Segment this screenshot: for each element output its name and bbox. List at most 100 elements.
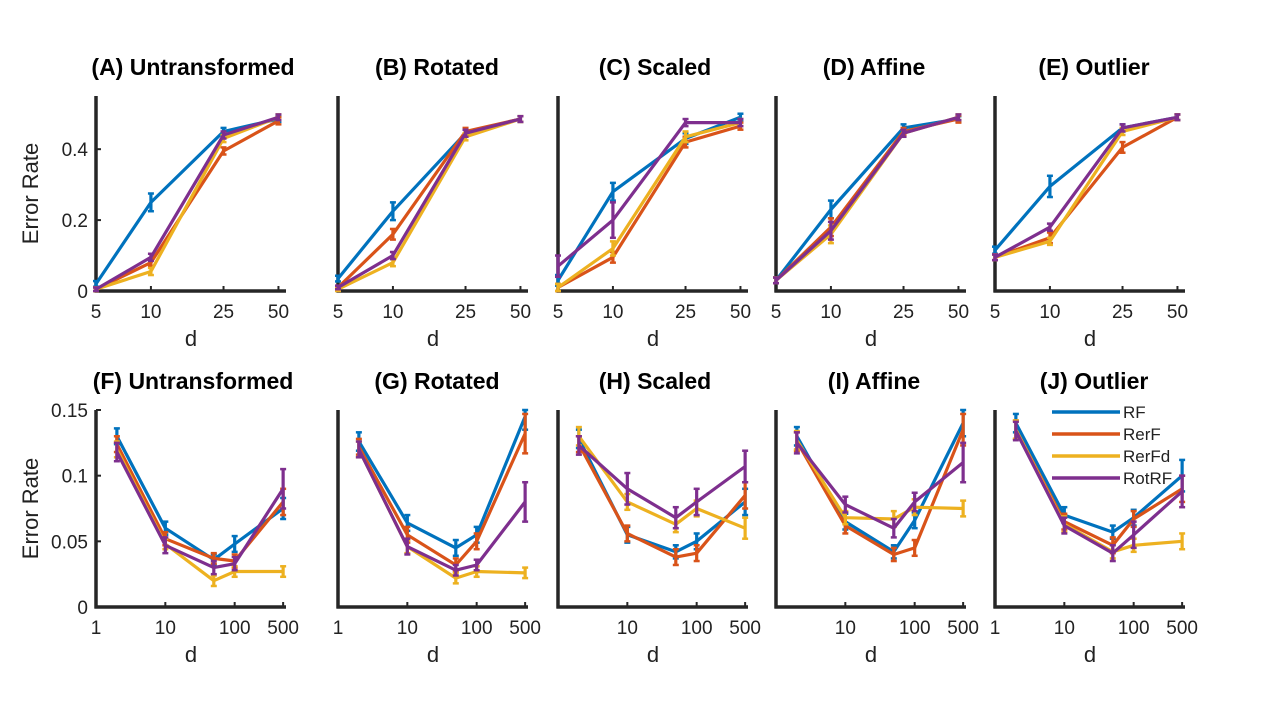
x-axis-label: d [647,642,659,667]
x-tick-label: 100 [1118,618,1150,639]
series-line-rerf [336,117,521,289]
series-line-rotrf [994,115,1178,259]
x-axis-label: d [647,326,659,351]
x-axis-label: d [185,326,197,351]
series-line-rf [94,117,279,285]
panel-title: (D) Affine [823,54,926,80]
x-axis-label: d [427,642,439,667]
series-line-rerf [795,429,965,557]
x-tick-label: 5 [91,302,102,323]
panel-d-affine: (D) Affine 5 10 25 50 d [771,54,969,351]
x-tick-label: 500 [509,618,541,639]
panel-title: (E) Outlier [1038,54,1149,80]
y-tick-label: 0 [77,598,88,619]
x-tick-label: 10 [602,302,623,323]
series-line-rotrf [774,115,959,282]
y-axis-label: Error Rate [18,458,43,559]
series-rotrf [992,113,1181,262]
series-line-rerfd [795,439,964,521]
series-line-rf [577,438,747,554]
series-rotrf [575,435,749,530]
x-tick-label: 25 [893,302,914,323]
x-tick-label: 100 [899,618,931,639]
series-rf [93,114,282,288]
series-line-rotrf [95,115,279,291]
series-line-rerfd [95,115,279,291]
y-tick-label: 0.15 [51,401,88,422]
panel-title: (F) Untransformed [93,368,294,394]
series-line-rf [357,415,527,550]
x-tick-label: 500 [267,618,299,639]
x-axis-label: d [427,326,439,351]
panel-title: (H) Scaled [599,368,711,394]
series-rerfd [992,113,1181,262]
series-line-rerf [994,115,1179,259]
x-tick-label: 25 [1112,302,1133,323]
series-line-rotrf [357,448,527,572]
series-rotrf [335,114,524,291]
x-tick-label: 25 [675,302,696,323]
series-line-rotrf [577,444,747,520]
y-tick-label: 0 [77,282,88,303]
x-tick-label: 100 [681,618,713,639]
x-tick-label: 100 [219,618,251,639]
panel-title: (G) Rotated [374,368,499,394]
x-tick-label: 10 [382,302,403,323]
series-line-rerfd [557,121,741,289]
series-rf [575,428,749,560]
y-tick-label: 0.2 [62,211,88,232]
x-axis-label: d [865,326,877,351]
x-axis-label: d [1084,642,1096,667]
series-line-rotrf [556,120,741,268]
x-tick-label: 5 [990,302,1001,323]
series-rotrf [93,113,282,293]
x-tick-label: 100 [461,618,493,639]
x-axis-label: d [1084,326,1096,351]
panel-i-affine: (I) Affine 10 100 500 d [774,368,979,667]
series-line-rerfd [357,448,526,580]
legend: RF RerF RerFd RotRF [1052,403,1172,488]
series-rotrf [793,431,967,539]
panel-a-untransformed: (A) Untransformed 5 10 25 50 0 0.2 0.4 d Error Ra… [18,54,295,351]
series-line-rotrf [337,117,521,289]
x-tick-label: 25 [213,302,234,323]
x-tick-label: 50 [1167,302,1188,323]
series-rotrf [555,117,744,279]
x-tick-label: 5 [771,302,782,323]
series-rotrf [355,440,529,577]
panel-g-rotated: (G) Rotated 1 10 100 500 d [333,368,541,667]
x-tick-label: 50 [948,302,969,323]
x-tick-label: 5 [553,302,564,323]
x-tick-label: 50 [268,302,289,323]
legend-label-rf: RF [1123,403,1146,422]
panel-h-scaled: (H) Scaled 10 100 500 d [556,368,761,667]
series-rerf [113,435,287,569]
y-tick-label: 0.05 [51,532,88,553]
panel-title: (A) Untransformed [91,54,294,80]
series-rerf [793,412,967,563]
panel-title: (I) Affine [828,368,920,394]
series-line-rf [556,115,741,282]
x-axis-label: d [185,642,197,667]
series-rotrf [113,441,287,576]
series-line-rerf [577,443,747,559]
legend-label-rerfd: RerFd [1123,447,1170,466]
x-tick-label: 50 [510,302,531,323]
series-line-rerfd [577,435,746,530]
y-tick-label: 0.1 [62,467,88,488]
panel-e-outlier: (E) Outlier 5 10 25 50 d [990,54,1188,351]
series-line-rf [774,117,959,282]
x-tick-label: 10 [155,618,176,639]
panel-title: (C) Scaled [599,54,711,80]
panel-f-untransformed: (F) Untransformed 1 10 100 500 0 0.05 0.1 0.15 d E… [18,368,299,667]
x-tick-label: 10 [1054,618,1075,639]
panel-title: (J) Outlier [1040,368,1149,394]
y-tick-label: 0.4 [62,140,89,161]
x-tick-label: 1 [333,618,344,639]
x-tick-label: 10 [835,618,856,639]
series-line-rerfd [994,115,1178,259]
x-tick-label: 10 [397,618,418,639]
panel-c-scaled: (C) Scaled 5 10 25 50 d [553,54,751,351]
series-rerfd [113,440,287,588]
